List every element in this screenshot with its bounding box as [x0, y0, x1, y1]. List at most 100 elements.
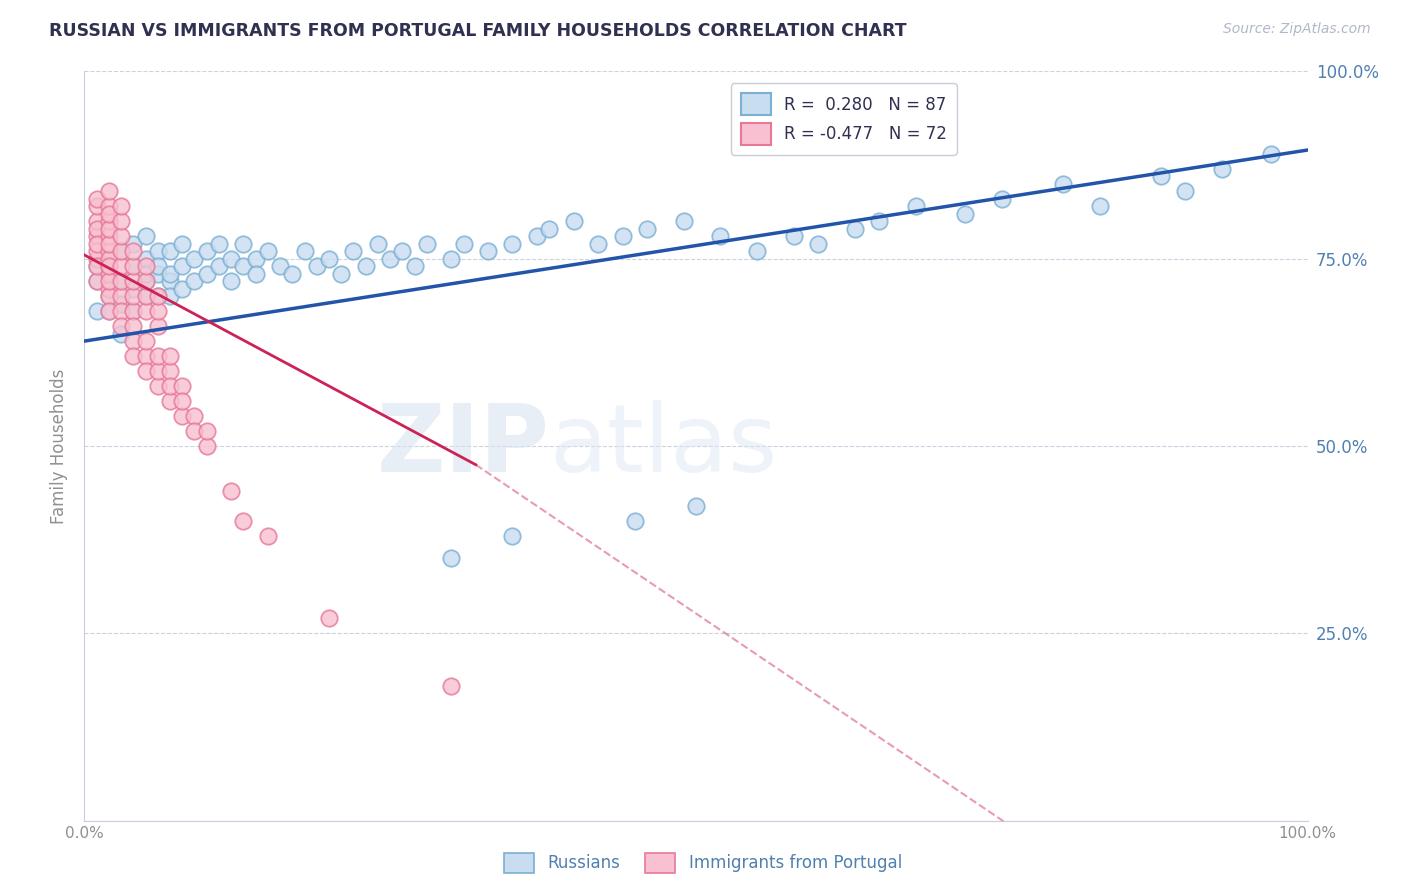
Legend: Russians, Immigrants from Portugal: Russians, Immigrants from Portugal [498, 847, 908, 880]
Point [807, 236, 830, 251]
Point [318, 611, 340, 625]
Point [122, 259, 145, 273]
Point [672, 214, 695, 228]
Point [586, 236, 609, 251]
Point [1260, 146, 1282, 161]
Point [172, 379, 194, 393]
Point [183, 409, 205, 423]
Point [195, 439, 218, 453]
Point [110, 214, 132, 228]
Point [232, 514, 254, 528]
Point [195, 244, 218, 259]
Point [135, 267, 157, 281]
Point [110, 296, 132, 310]
Point [905, 199, 928, 213]
Point [453, 236, 475, 251]
Point [86, 304, 108, 318]
Point [97, 199, 120, 213]
Point [172, 409, 194, 423]
Point [122, 274, 145, 288]
Point [122, 289, 145, 303]
Text: atlas: atlas [550, 400, 778, 492]
Point [110, 274, 132, 288]
Point [257, 244, 280, 259]
Point [97, 221, 120, 235]
Point [172, 259, 194, 273]
Point [195, 424, 218, 438]
Point [135, 334, 157, 348]
Point [122, 304, 145, 318]
Point [110, 326, 132, 341]
Point [159, 394, 181, 409]
Point [110, 244, 132, 259]
Point [97, 229, 120, 244]
Y-axis label: Family Households: Family Households [51, 368, 69, 524]
Point [844, 221, 866, 235]
Point [122, 349, 145, 363]
Point [135, 289, 157, 303]
Point [97, 304, 120, 318]
Point [1174, 184, 1197, 198]
Point [110, 289, 132, 303]
Point [440, 551, 463, 566]
Point [97, 289, 120, 303]
Point [135, 289, 157, 303]
Point [135, 252, 157, 266]
Point [97, 252, 120, 266]
Point [636, 221, 658, 235]
Point [709, 229, 731, 244]
Point [208, 259, 231, 273]
Point [86, 274, 108, 288]
Point [330, 267, 353, 281]
Point [305, 259, 328, 273]
Legend: R =  0.280   N = 87, R = -0.477   N = 72: R = 0.280 N = 87, R = -0.477 N = 72 [731, 84, 956, 154]
Point [416, 236, 439, 251]
Point [97, 252, 120, 266]
Point [97, 267, 120, 281]
Point [502, 236, 524, 251]
Point [110, 319, 132, 334]
Point [110, 229, 132, 244]
Text: RUSSIAN VS IMMIGRANTS FROM PORTUGAL FAMILY HOUSEHOLDS CORRELATION CHART: RUSSIAN VS IMMIGRANTS FROM PORTUGAL FAMI… [49, 22, 907, 40]
Point [146, 319, 169, 334]
Point [97, 259, 120, 273]
Point [612, 229, 634, 244]
Point [183, 252, 205, 266]
Point [562, 214, 585, 228]
Point [159, 244, 181, 259]
Point [245, 252, 267, 266]
Point [159, 379, 181, 393]
Point [97, 244, 120, 259]
Point [538, 221, 561, 235]
Point [159, 274, 181, 288]
Point [146, 267, 169, 281]
Point [869, 214, 891, 228]
Point [232, 236, 254, 251]
Point [110, 259, 132, 273]
Point [122, 319, 145, 334]
Point [97, 289, 120, 303]
Point [135, 229, 157, 244]
Point [380, 252, 402, 266]
Point [110, 304, 132, 318]
Point [135, 274, 157, 288]
Point [135, 259, 157, 273]
Point [991, 192, 1014, 206]
Point [135, 364, 157, 378]
Point [342, 244, 364, 259]
Point [146, 304, 169, 318]
Point [97, 267, 120, 281]
Point [526, 229, 548, 244]
Point [219, 483, 242, 498]
Point [172, 394, 194, 409]
Point [183, 274, 205, 288]
Point [440, 679, 463, 693]
Point [146, 364, 169, 378]
Point [257, 529, 280, 543]
Point [172, 236, 194, 251]
Point [146, 379, 169, 393]
Point [146, 259, 169, 273]
Point [747, 244, 769, 259]
Point [86, 192, 108, 206]
Point [1088, 199, 1111, 213]
